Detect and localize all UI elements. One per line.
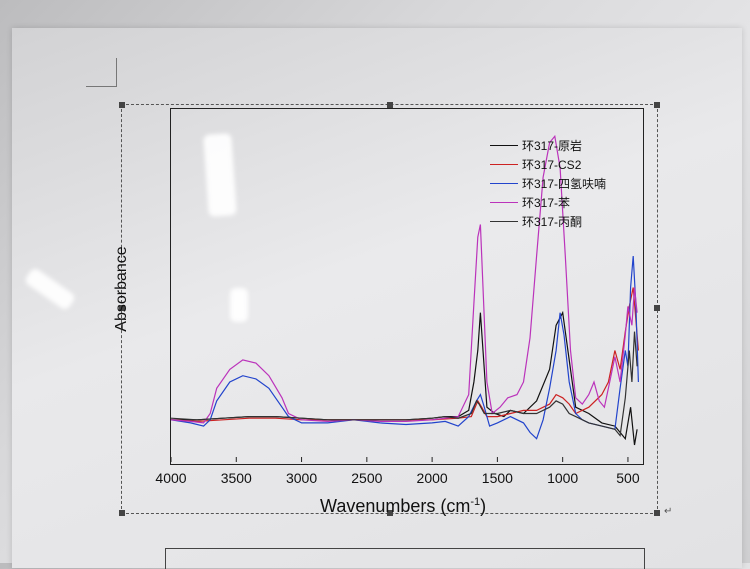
x-tick-label-1000: 1000 xyxy=(547,470,579,486)
legend-swatch-3 xyxy=(490,183,518,184)
series-layer xyxy=(170,134,639,446)
x-axis-label-sup: -1 xyxy=(470,496,481,508)
resize-handle-middle-left[interactable] xyxy=(119,305,125,311)
resize-handle-bottom-center[interactable] xyxy=(387,510,393,516)
y-axis-title: Absorbance xyxy=(113,246,130,332)
tick-layer xyxy=(170,457,629,462)
legend-entry-1: 环317-原岩 xyxy=(490,136,606,155)
paragraph-mark: ↵ xyxy=(664,506,673,517)
legend-swatch-5 xyxy=(490,221,518,222)
resize-handle-top-center[interactable] xyxy=(387,102,393,108)
legend-label-3: 环317-四氢呋喃 xyxy=(522,177,607,191)
x-tick-label-4000: 4000 xyxy=(155,470,187,486)
legend-entry-4: 环317-苯 xyxy=(490,193,606,212)
resize-handle-bottom-right[interactable] xyxy=(654,510,660,516)
legend-entry-2: 环317-CS2 xyxy=(490,155,606,174)
legend-label-2: 环317-CS2 xyxy=(522,158,582,172)
series-line-5 xyxy=(170,331,638,438)
resize-handle-top-right[interactable] xyxy=(654,102,660,108)
plot-area xyxy=(170,108,644,465)
resize-handle-bottom-left[interactable] xyxy=(119,510,125,516)
x-axis-title: Wavenumbers (cm-1) xyxy=(320,496,486,517)
x-tick-label-2000: 2000 xyxy=(416,470,448,486)
x-tick-label-1500: 1500 xyxy=(481,470,513,486)
resize-handle-middle-right[interactable] xyxy=(654,305,660,311)
legend-label-1: 环317-原岩 xyxy=(522,139,583,153)
x-tick-label-3000: 3000 xyxy=(285,470,318,486)
x-tick-label-3500: 3500 xyxy=(220,470,252,486)
next-object-frame xyxy=(165,548,645,569)
legend-entry-3: 环317-四氢呋喃 xyxy=(490,174,606,193)
x-tick-label-500: 500 xyxy=(616,470,640,486)
x-axis-label-suffix: ) xyxy=(480,496,487,516)
page-corner-mark xyxy=(86,58,117,87)
chart-selection-frame[interactable] xyxy=(119,102,660,516)
legend-label-5: 环317-丙酮 xyxy=(522,215,583,229)
series-line-1 xyxy=(171,310,638,446)
screen-glare-2 xyxy=(230,288,248,322)
screen-glare-1 xyxy=(203,133,237,217)
legend-swatch-2 xyxy=(490,164,518,165)
legend-entry-5: 环317-丙酮 xyxy=(490,212,606,231)
x-tick-label-2500: 2500 xyxy=(351,470,383,486)
chart-legend: 环317-原岩 环317-CS2 环317-四氢呋喃 环317-苯 环317-丙酮 xyxy=(490,136,606,231)
series-line-4 xyxy=(170,134,638,424)
legend-label-4: 环317-苯 xyxy=(522,196,571,210)
resize-handle-top-left[interactable] xyxy=(119,102,125,108)
document-page xyxy=(12,28,742,568)
legend-swatch-4 xyxy=(490,202,518,203)
legend-swatch-1 xyxy=(490,145,518,146)
x-axis-label: Wavenumbers (cm xyxy=(320,496,471,516)
